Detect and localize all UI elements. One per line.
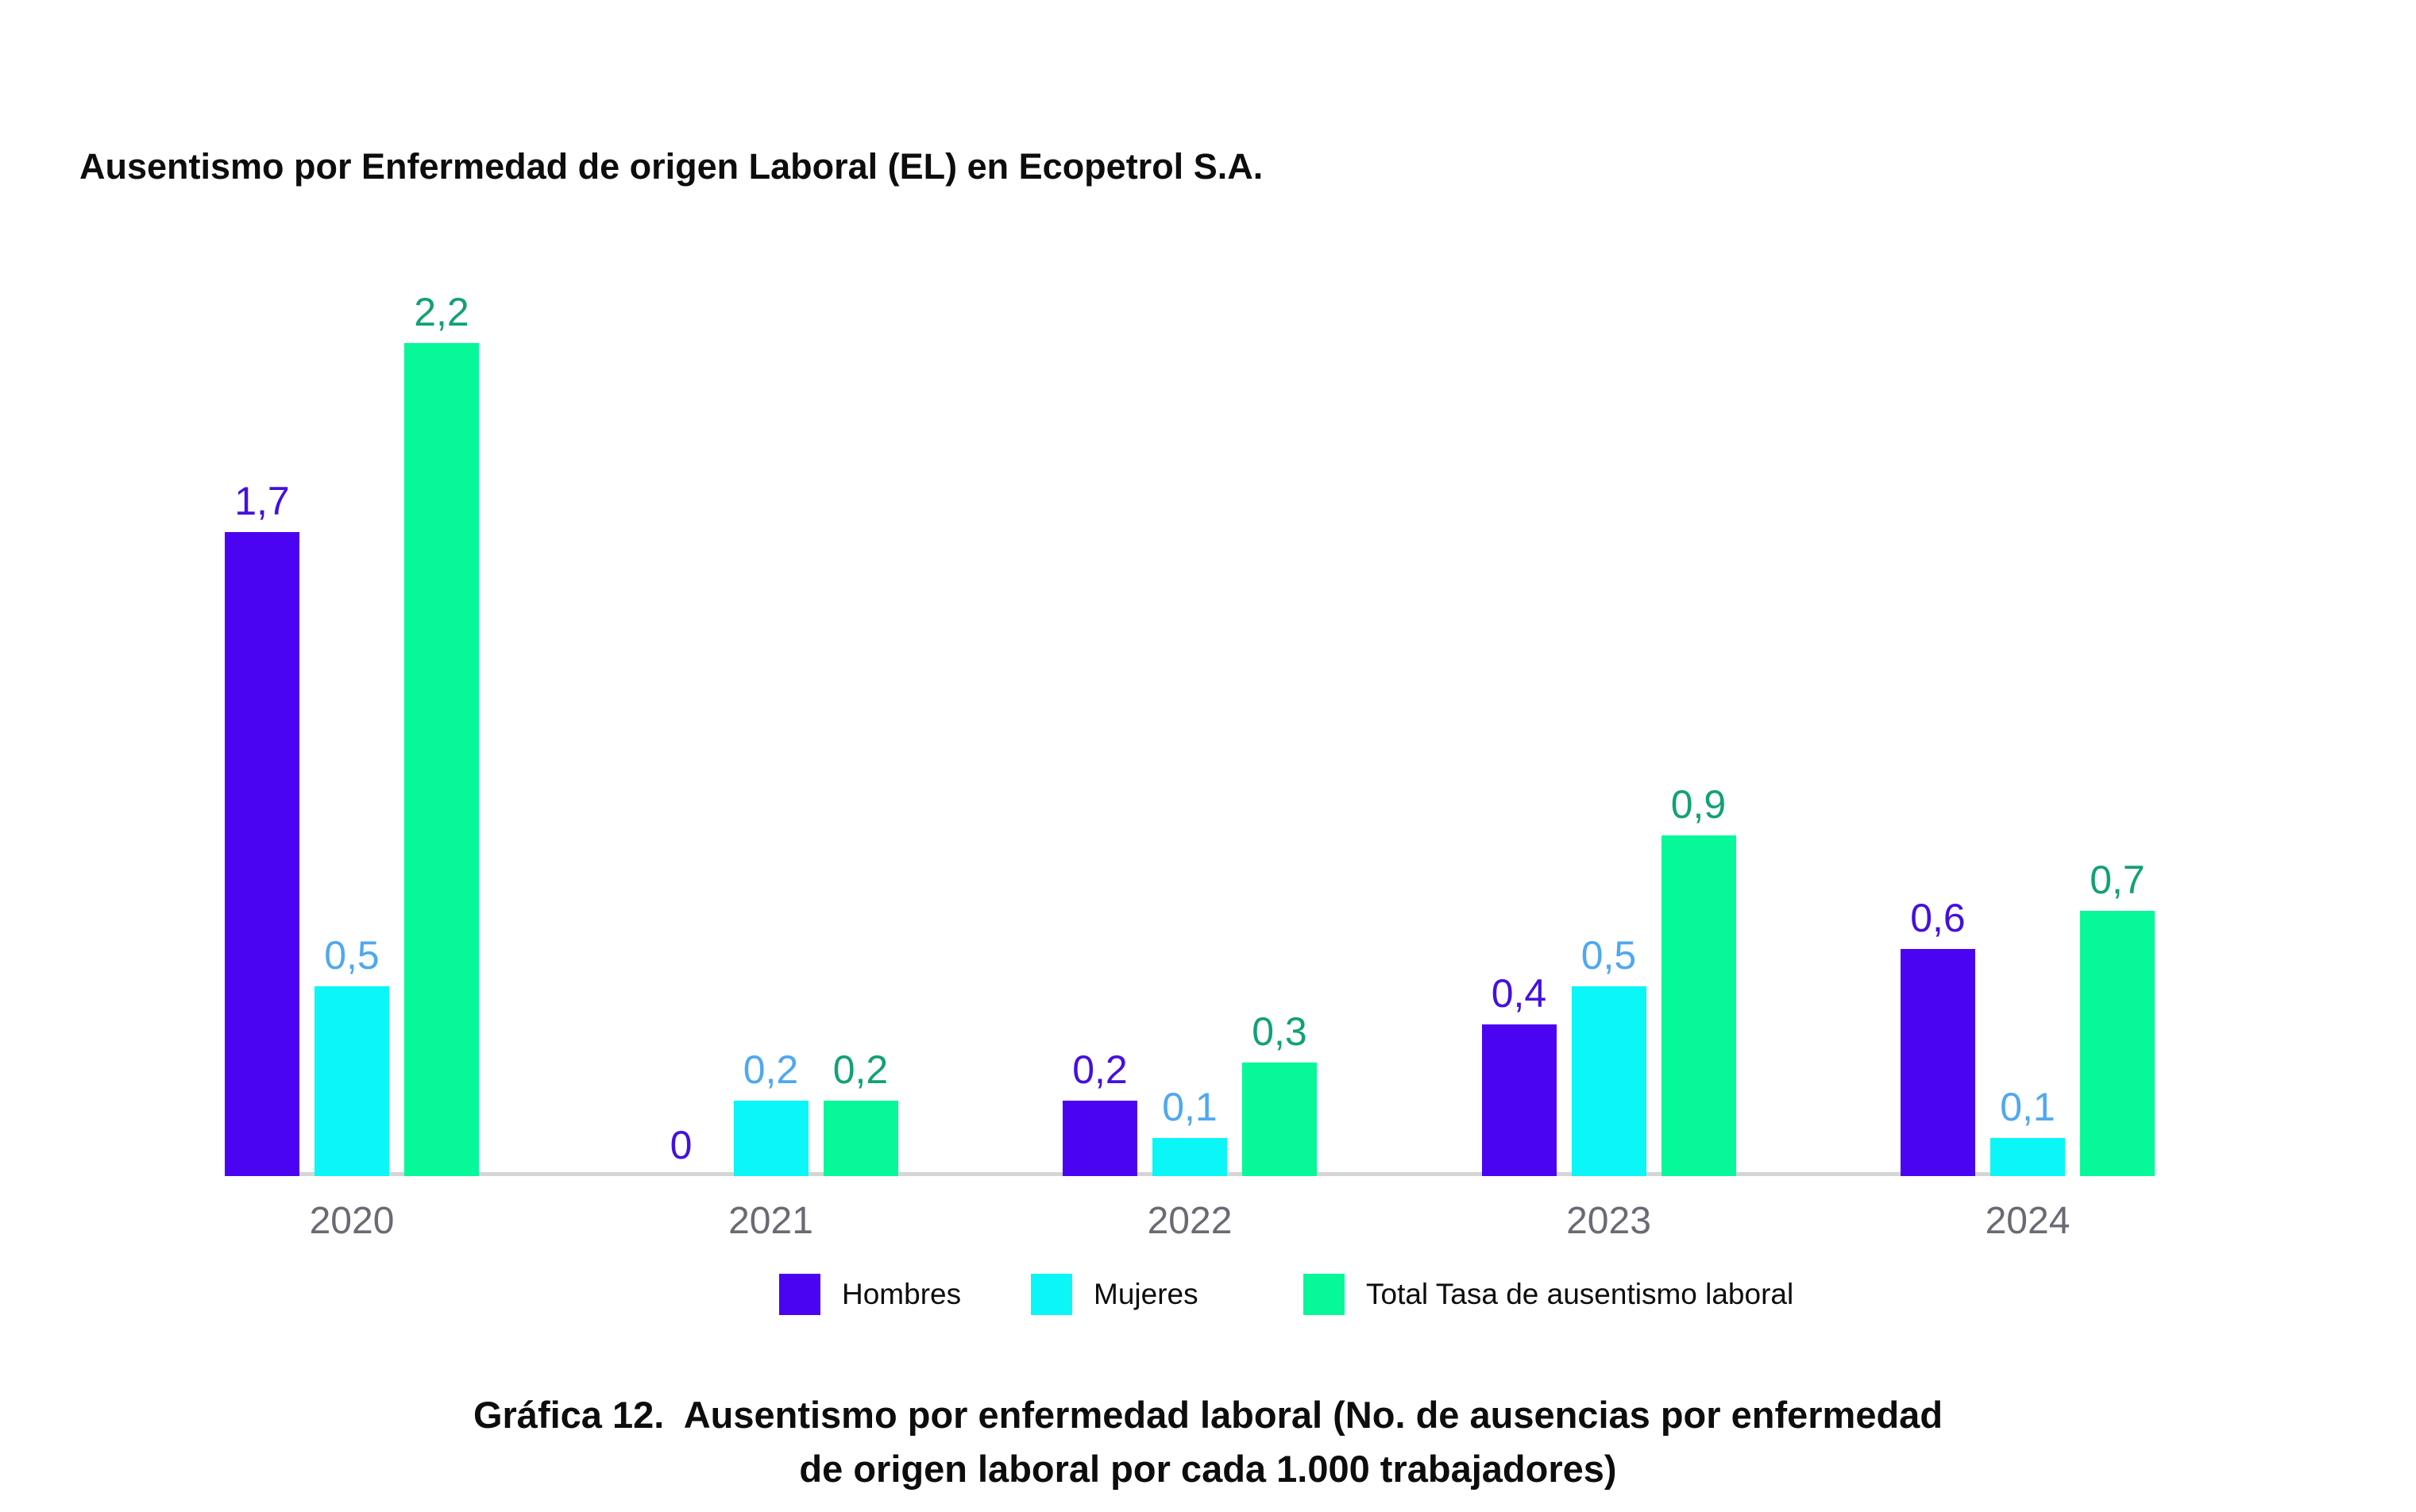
legend-label: Hombres [842,1278,962,1310]
legend-swatch-icon [1031,1274,1072,1315]
bar-hombres-2020 [225,532,299,1176]
bar-value-label: 2,2 [414,290,469,334]
chart-title: Ausentismo por Enfermedad de origen Labo… [79,146,1264,187]
bar-mujeres-2020 [315,986,389,1176]
bar-value-label: 0,3 [1252,1009,1307,1054]
legend-label: Mujeres [1094,1278,1198,1310]
bar-hombres-2023 [1481,1024,1557,1176]
bar-mujeres-2021 [733,1101,809,1176]
legend-label: Total Tasa de ausentismo laboral [1366,1278,1794,1310]
bar-value-label: 0,6 [1910,896,1966,940]
legend-swatch-icon [779,1274,820,1315]
bar-total-tasa-de-ausentismo-laboral-2022 [1242,1063,1317,1176]
x-axis-tick-label: 2023 [1566,1200,1651,1242]
legend-swatch-icon [1303,1274,1345,1315]
bar-value-label: 0,5 [1580,933,1637,978]
legend-item-mujeres: Mujeres [1031,1274,1198,1315]
figure-caption-line-2: de origen laboral por cada 1.000 trabaja… [799,1448,1617,1490]
x-axis-tick-label: 2024 [1985,1200,2071,1242]
bar-hombres-2024 [1901,949,1975,1176]
figure-caption: Gráfica 12. Ausentismo por enfermedad la… [0,1388,2416,1496]
bar-value-label: 0,9 [1670,782,1727,827]
bar-value-label: 0,1 [1162,1085,1218,1129]
bar-value-label: 0,7 [2090,858,2145,902]
bar-mujeres-2023 [1571,986,1646,1176]
x-axis-tick-label: 2022 [1147,1200,1233,1242]
x-axis-tick-label: 2021 [728,1200,813,1242]
bar-value-label: 0,1 [2000,1085,2055,1129]
x-axis-tick-label: 2020 [309,1200,395,1242]
legend-item-hombres: Hombres [779,1274,961,1315]
bar-total-tasa-de-ausentismo-laboral-2020 [404,343,479,1176]
bar-mujeres-2022 [1152,1138,1227,1176]
bar-value-label: 0,5 [324,933,380,978]
bar-value-label: 0,4 [1491,971,1547,1016]
bar-total-tasa-de-ausentismo-laboral-2021 [823,1101,898,1176]
bar-value-label: 0,2 [832,1047,889,1092]
bar-total-tasa-de-ausentismo-laboral-2023 [1661,835,1736,1176]
bar-mujeres-2024 [1990,1138,2065,1176]
bar-value-label: 0,2 [743,1047,799,1092]
figure-caption-line-1: Gráfica 12. Ausentismo por enfermedad la… [473,1394,1943,1436]
bar-hombres-2022 [1063,1101,1137,1176]
bar-total-tasa-de-ausentismo-laboral-2024 [2080,911,2155,1176]
legend-item-total-tasa-de-ausentismo-laboral: Total Tasa de ausentismo laboral [1303,1274,1793,1315]
bar-value-label: 1,7 [234,479,290,523]
bar-value-label: 0 [670,1123,693,1167]
bar-value-label: 0,2 [1072,1047,1128,1092]
